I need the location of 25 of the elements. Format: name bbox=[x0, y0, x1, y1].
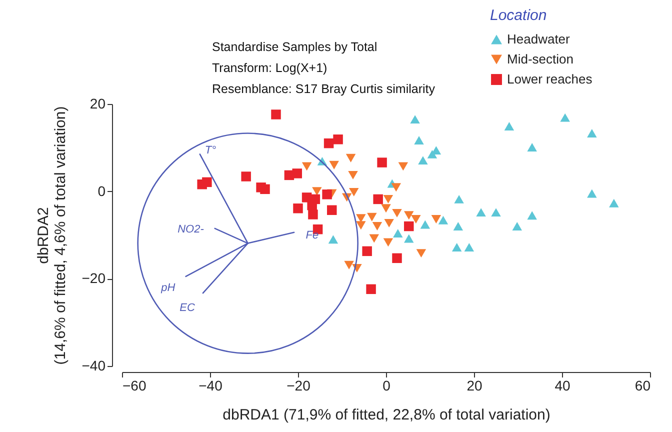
legend-title: Location bbox=[490, 7, 547, 24]
series-label: pH bbox=[160, 282, 176, 294]
series-label: T° bbox=[204, 144, 217, 157]
x-tick-label: 20 bbox=[466, 378, 482, 394]
y-tick-label: −20 bbox=[82, 270, 106, 286]
series-label: Fe bbox=[306, 230, 319, 242]
y-axis-title: dbRDA2 (14,6% of fitted, 4,6% of total variation) bbox=[34, 106, 69, 365]
series-label: EC bbox=[180, 302, 195, 314]
x-tick-label: −20 bbox=[286, 378, 311, 394]
x-axis-title: dbRDA1 (71,9% of fitted, 22,8% of total variation) bbox=[222, 406, 550, 424]
x-tick-label: −60 bbox=[122, 378, 146, 394]
legend-label: Lower reaches bbox=[507, 72, 593, 86]
x-tick-label: 60 bbox=[634, 378, 651, 394]
x-tick-label: 40 bbox=[554, 378, 570, 394]
legend-label: Headwater bbox=[507, 32, 571, 46]
series-label: NO2- bbox=[178, 224, 204, 236]
text: Resemblance: S17 Bray Curtis similarity bbox=[212, 82, 436, 96]
x-tick-label: 0 bbox=[382, 378, 391, 394]
text: Standardise Samples by Total bbox=[212, 40, 378, 54]
text: Transform: Log(X+1) bbox=[212, 61, 328, 75]
y-tick-label: 0 bbox=[98, 182, 106, 199]
legend-label: Mid-section bbox=[507, 52, 574, 66]
x-tick-label: −40 bbox=[198, 378, 223, 394]
y-tick-label: −40 bbox=[82, 358, 106, 374]
y-tick-label: 20 bbox=[90, 96, 106, 112]
